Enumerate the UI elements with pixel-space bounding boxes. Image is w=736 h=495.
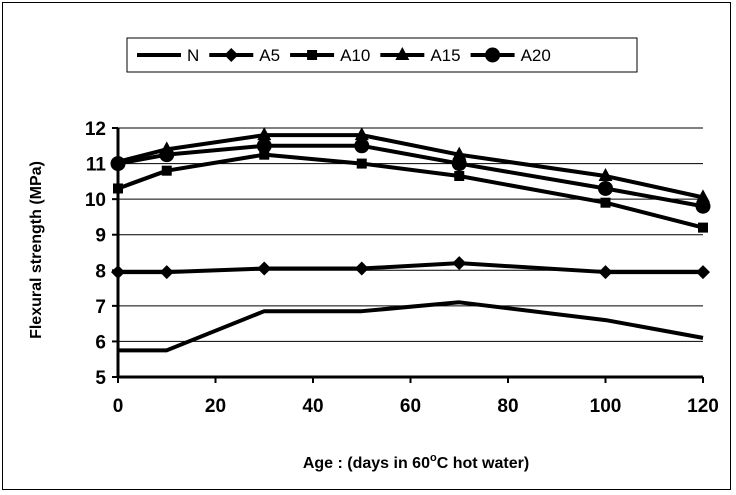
x-tick-label-40: 40 — [302, 396, 323, 417]
point-a15-50 — [354, 127, 369, 141]
point-a10-120 — [698, 222, 708, 233]
y-tick-label-11: 11 — [86, 155, 107, 176]
point-a15-120 — [696, 189, 710, 203]
y-tick-label-6: 6 — [95, 332, 106, 353]
point-a5-120 — [696, 265, 710, 280]
x-tick-label-120: 120 — [687, 396, 719, 417]
point-a15-30 — [257, 127, 272, 141]
point-a20-0 — [110, 156, 126, 172]
point-a10-50 — [356, 158, 367, 169]
legend-item-n: N — [137, 46, 199, 65]
point-a20-70 — [451, 156, 467, 172]
point-a5-70 — [452, 256, 467, 271]
point-a20-50 — [354, 138, 370, 154]
legend-item-a20: A20 — [470, 46, 551, 65]
legend-item-a15: A15 — [380, 46, 461, 65]
x-axis-label-degree: o — [430, 452, 437, 464]
point-a5-30 — [257, 261, 272, 276]
point-a10-30 — [259, 149, 270, 160]
point-a5-0 — [111, 265, 125, 280]
point-a10-100 — [600, 197, 611, 208]
legend-label-n: N — [187, 46, 199, 65]
point-a20-120 — [695, 198, 711, 214]
x-tick-label-100: 100 — [590, 396, 622, 417]
point-a20-10 — [159, 147, 175, 163]
legend-marker-a5 — [224, 48, 239, 62]
point-a20-100 — [598, 180, 613, 196]
legend-label-a15: A15 — [430, 46, 460, 65]
x-tick-label-0: 0 — [113, 396, 124, 417]
point-a15-100 — [598, 168, 613, 182]
y-tick-label-9: 9 — [95, 226, 106, 247]
series-lines — [117, 133, 704, 353]
legend-label-a10: A10 — [340, 46, 370, 65]
legend-marker-a10 — [307, 50, 318, 60]
chart-frame — [2, 2, 731, 490]
y-tick-label-5: 5 — [95, 368, 106, 389]
legend-marker-a20 — [485, 47, 501, 63]
point-a10-0 — [113, 183, 123, 194]
x-tick-label-60: 60 — [400, 396, 421, 417]
legend-label-a5: A5 — [259, 46, 280, 65]
x-tick-label-20: 20 — [205, 396, 226, 417]
legend-item-a10: A10 — [290, 46, 370, 65]
series-markers — [110, 127, 711, 280]
legend: N A5 A10 A15 A20 — [126, 37, 638, 73]
point-a5-100 — [598, 265, 613, 280]
legend-label-a20: A20 — [521, 46, 551, 65]
point-a5-10 — [159, 265, 174, 280]
y-tick-label-10: 10 — [85, 190, 106, 211]
legend-item-a5: A5 — [209, 46, 280, 65]
y-tick-labels: 5 6 7 8 9 10 11 12 — [85, 119, 107, 389]
legend-marker-a15 — [395, 47, 410, 60]
point-a15-70 — [452, 146, 467, 160]
series-line-n — [118, 300, 704, 353]
y-tick-label-8: 8 — [95, 261, 106, 282]
x-tick-label-80: 80 — [497, 396, 518, 417]
y-axis-label: Flexural strength (MPa) — [28, 161, 45, 339]
x-axis-label: Age : (days in 60oC hot water) — [303, 452, 529, 472]
y-tick-label-12: 12 — [85, 119, 106, 140]
point-a10-70 — [454, 171, 465, 182]
point-a5-50 — [354, 261, 369, 276]
x-tick-labels: 0 20 40 60 80 100 120 — [113, 396, 719, 417]
gridlines — [118, 127, 703, 342]
x-axis-label-prefix: Age : (days in 60 — [303, 455, 430, 472]
point-a10-10 — [161, 165, 172, 176]
point-a20-30 — [256, 138, 272, 154]
y-tick-label-7: 7 — [95, 297, 106, 318]
x-axis-label-suffix: C hot water) — [437, 455, 529, 472]
series-line-a20 — [117, 143, 704, 209]
